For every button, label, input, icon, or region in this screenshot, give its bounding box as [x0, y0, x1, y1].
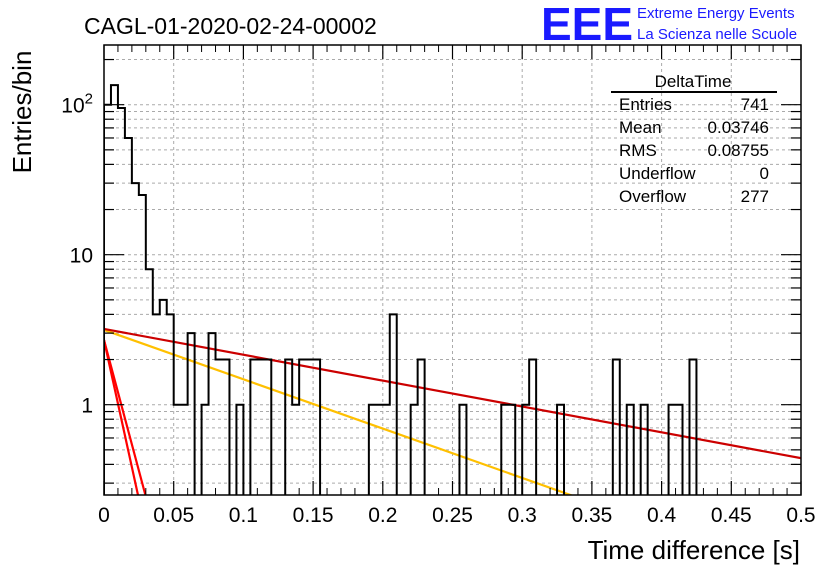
stats-value-rms: 0.08755: [708, 141, 769, 160]
grid: [104, 45, 801, 495]
stats-value-underflow: 0: [760, 164, 769, 183]
fit-curve-secondary: [104, 328, 574, 495]
eee-logo: EEE: [541, 0, 633, 50]
stats-box: DeltaTime Entries 741 Mean 0.03746 RMS 0…: [611, 72, 777, 206]
logo-line-2: La Scienza nelle Scuole: [637, 26, 797, 43]
stats-value-entries: 741: [741, 95, 769, 114]
y-tick-label: 1: [81, 395, 93, 418]
histogram-outline: [104, 84, 698, 495]
x-tick-label: 0: [98, 504, 110, 527]
stats-label-rms: RMS: [619, 141, 657, 160]
fit-curve-main: [104, 327, 801, 460]
x-tick-label: 0.25: [432, 504, 473, 527]
x-tick-label: 0.4: [647, 504, 677, 527]
stats-title: DeltaTime: [655, 72, 732, 91]
fit-curve-fast-1: [104, 339, 140, 495]
stats-value-mean: 0.03746: [708, 118, 769, 137]
logo-line-1: Extreme Energy Events: [637, 5, 795, 22]
x-tick-label: 0.05: [153, 504, 194, 527]
x-tick-label: 0.35: [571, 504, 612, 527]
x-tick-label: 0.5: [786, 504, 815, 527]
x-tick-label: 0.1: [229, 504, 258, 527]
x-tick-label: 0.3: [508, 504, 537, 527]
x-tick-label: 0.45: [711, 504, 752, 527]
y-axis-title: Entries/bin: [7, 51, 37, 174]
fit-curve-fast-2: [104, 339, 147, 495]
stats-label-entries: Entries: [619, 95, 672, 114]
stats-value-overflow: 277: [741, 187, 769, 206]
y-axis-ticks: 1 10 102: [61, 58, 801, 484]
x-tick-label: 0.15: [293, 504, 334, 527]
fit-curves: [104, 327, 801, 495]
chart-title: CAGL-01-2020-02-24-00002: [84, 13, 377, 39]
y-tick-label: 102: [61, 91, 93, 118]
stats-label-underflow: Underflow: [619, 164, 696, 183]
y-tick-label: 10: [70, 245, 93, 268]
x-tick-label: 0.2: [368, 504, 397, 527]
x-axis-title: Time difference [s]: [588, 535, 800, 565]
x-axis-ticks: 0 0.05 0.1 0.15 0.2 0.25 0.3 0.35 0.4 0.45 0.5: [98, 45, 816, 527]
stats-label-mean: Mean: [619, 118, 662, 137]
stats-label-overflow: Overflow: [619, 187, 687, 206]
